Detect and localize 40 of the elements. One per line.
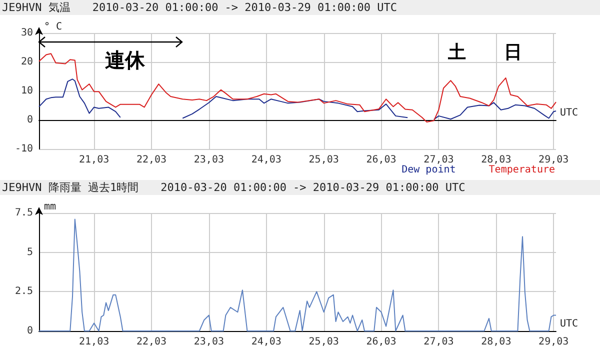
y-tick-label: -10 [14, 144, 33, 154]
x-tick-label: 22,03 [136, 154, 167, 166]
annotation: 連休 [105, 50, 146, 72]
x-tick-label: 24,03 [251, 336, 282, 348]
x-tick-label: 29,03 [538, 154, 569, 166]
y-tick-label: 30 [20, 28, 33, 38]
x-tick-label: 21,03 [78, 154, 110, 166]
x-tick-label: 25,03 [308, 154, 339, 166]
chart-title: JE9HVN 気温 [2, 0, 70, 15]
chart-title: JE9HVN 降雨量 過去1時間 [2, 180, 139, 195]
annotation: 土 [447, 42, 466, 62]
x-tick-label: 23,03 [194, 154, 224, 166]
x-axis-title: UTC [560, 318, 578, 330]
annotation: 日 [504, 42, 522, 62]
y-tick-label: 7.5 [14, 208, 33, 218]
x-tick-label: 28,03 [481, 154, 512, 166]
x-tick-label: 27,03 [424, 336, 454, 348]
x-tick-label: 29,03 [538, 336, 569, 348]
y-tick-label: 0 [26, 114, 33, 126]
y-tick-label: 2.5 [14, 286, 33, 298]
x-tick-label: 23,03 [194, 336, 224, 348]
text: Dew point [402, 164, 456, 176]
x-tick-label: 24,03 [251, 154, 282, 166]
y-tick-label: 10 [20, 86, 33, 96]
x-tick-label: 27,03 [424, 154, 454, 166]
x-tick-label: 25,03 [308, 336, 339, 348]
x-tick-label: 28,03 [481, 336, 512, 348]
y-tick-label: 5 [26, 246, 33, 258]
chart-subtitle: 2010-03-20 01:00:00 -> 2010-03-29 01:00:00 UTC [92, 0, 397, 15]
x-tick-label: 26,03 [366, 154, 396, 166]
x-tick-label: 22,03 [136, 336, 167, 348]
x-tick-label: 21,03 [78, 336, 110, 348]
y-tick-label: 20 [20, 56, 33, 68]
y-axis-title: mm [44, 202, 56, 212]
y-axis-title: ° C [44, 22, 62, 32]
x-axis-title: UTC [560, 108, 578, 118]
y-tick-label: 0 [26, 326, 33, 336]
chart-subtitle: 2010-03-20 01:00:00 -> 2010-03-29 01:00:00 UTC [160, 180, 466, 195]
text: Temperature [488, 164, 556, 176]
x-tick-label: 26,03 [366, 336, 396, 348]
